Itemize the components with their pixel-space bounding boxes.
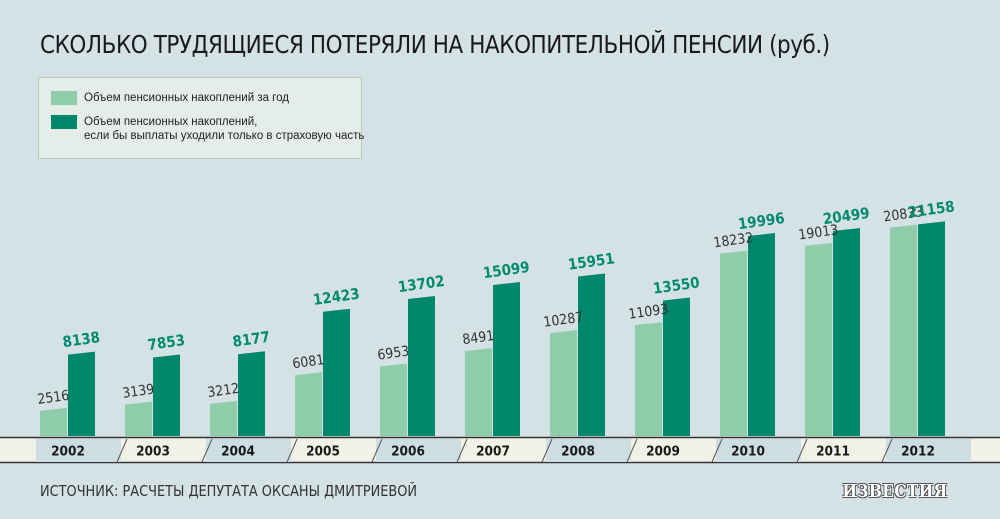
year-separator: [711, 438, 723, 463]
data-label-annual: 8491: [461, 328, 495, 348]
brand-logo: ИЗВЕСТИЯ: [842, 481, 948, 502]
year-cell-bg: [376, 438, 461, 462]
year-label: 2009: [646, 444, 680, 460]
bar-insurance: [323, 308, 350, 436]
source-note: ИСТОЧНИК: РАСЧЕТЫ ДЕПУТАТА ОКСАНЫ ДМИТРИ…: [40, 482, 418, 500]
bar-insurance: [833, 228, 860, 436]
year-cell-bg: [886, 438, 971, 462]
bar-annual: [635, 322, 662, 436]
data-label-insurance: 8138: [61, 328, 101, 351]
data-label-insurance: 19996: [737, 209, 786, 233]
year-label: 2008: [561, 444, 595, 460]
bar-annual: [380, 363, 407, 436]
legend-swatch-dark: [51, 115, 77, 129]
legend: Объем пенсионных накоплений за год Объем…: [38, 77, 364, 159]
year-separator: [626, 438, 638, 463]
data-label-insurance: 13550: [652, 273, 701, 297]
bar-annual: [125, 401, 152, 436]
data-label-annual: 19013: [797, 222, 839, 243]
year-cell-bg: [206, 438, 291, 462]
legend-item-insurance: Объем пенсионных накоплений, если бы вып…: [51, 115, 364, 143]
year-separator: [881, 438, 893, 463]
year-separator: [541, 438, 553, 463]
year-separator: [286, 438, 298, 463]
data-label-insurance: 21158: [907, 197, 956, 221]
data-label-annual: 6081: [291, 352, 325, 372]
bar-insurance: [663, 297, 690, 436]
legend-label-annual: Объем пенсионных накоплений за год: [84, 92, 289, 104]
year-separator: [456, 438, 468, 463]
year-label: 2010: [731, 444, 765, 460]
data-label-insurance: 20499: [822, 204, 871, 228]
legend-label-insurance: Объем пенсионных накоплений, если бы вып…: [84, 115, 364, 143]
data-label-annual: 3212: [206, 381, 240, 401]
year-cell-bg: [546, 438, 631, 462]
year-label: 2004: [221, 444, 255, 460]
data-label-annual: 20833: [882, 204, 924, 225]
bar-insurance: [408, 295, 435, 436]
data-label-annual: 10287: [542, 309, 584, 330]
data-label-annual: 6953: [376, 343, 410, 363]
bar-insurance: [153, 354, 180, 436]
bar-annual: [295, 372, 322, 436]
year-label: 2011: [816, 444, 850, 460]
year-label: 2005: [306, 444, 340, 460]
bar-insurance: [68, 351, 95, 436]
year-label: 2003: [136, 444, 170, 460]
year-separator: [371, 438, 383, 463]
data-label-annual: 2516: [36, 388, 70, 408]
year-separator: [201, 438, 213, 463]
legend-label-insurance-line1: Объем пенсионных накоплений,: [84, 116, 258, 128]
year-label: 2006: [391, 444, 425, 460]
bar-annual: [40, 407, 67, 436]
bar-annual: [465, 348, 492, 436]
year-cell-bg: [716, 438, 801, 462]
bar-insurance: [918, 221, 945, 436]
data-label-insurance: 15951: [567, 249, 616, 273]
data-label-insurance: 8177: [231, 328, 271, 351]
data-label-annual: 18232: [712, 230, 754, 251]
year-separator: [116, 438, 128, 463]
bar-annual: [210, 400, 237, 436]
bar-insurance: [748, 233, 775, 436]
bar-insurance: [578, 273, 605, 436]
data-label-insurance: 15099: [482, 258, 531, 282]
bar-annual: [720, 250, 747, 436]
chart-title: СКОЛЬКО ТРУДЯЩИЕСЯ ПОТЕРЯЛИ НА НАКОПИТЕЛ…: [40, 30, 830, 59]
bar-annual: [805, 242, 832, 436]
data-label-insurance: 13702: [397, 272, 446, 296]
legend-label-insurance-line2: если бы выплаты уходили только в страхов…: [84, 130, 365, 142]
year-axis-band: [0, 438, 1000, 462]
data-label-annual: 11093: [627, 301, 669, 322]
data-label-insurance: 7853: [146, 331, 186, 354]
year-separator: [796, 438, 808, 463]
data-label-insurance: 12423: [312, 285, 361, 309]
legend-item-annual: Объем пенсионных накоплений за год: [51, 91, 289, 105]
year-cell-bg: [36, 438, 121, 462]
legend-swatch-light: [51, 91, 77, 105]
bar-insurance: [238, 351, 265, 436]
bar-annual: [550, 330, 577, 436]
bar-insurance: [493, 282, 520, 436]
bar-annual: [890, 224, 917, 436]
year-label: 2007: [476, 444, 510, 460]
data-label-annual: 3139: [121, 381, 155, 401]
year-label: 2012: [901, 444, 935, 460]
year-label: 2002: [51, 444, 85, 460]
